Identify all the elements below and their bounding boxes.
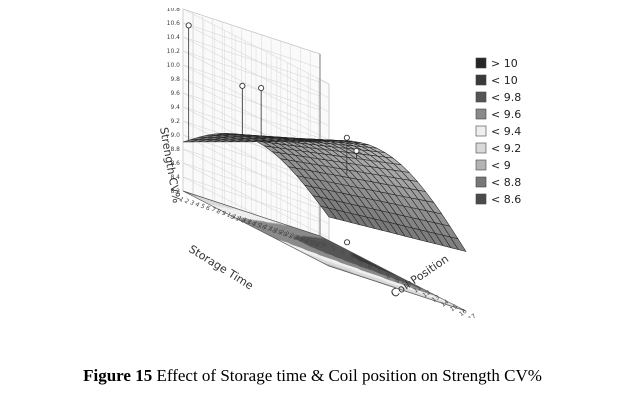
- x-tick-label: 27: [315, 241, 325, 251]
- x-tick-label: 12: [236, 215, 246, 225]
- z-tick-label: 9.8: [170, 76, 180, 83]
- axis-ticks: 10.8 10.6 10.4 10.2 10.0 9.8 9.6 9.4 9.2 9.0 8.8 8.…: [167, 8, 478, 318]
- x-tick-label: 10: [225, 211, 235, 221]
- x-tick-label: 20: [278, 229, 288, 239]
- y-tick-label: 1: [321, 240, 328, 248]
- y-tick-label: 13: [431, 294, 441, 304]
- x-tick-label: 23: [294, 234, 304, 244]
- x-tick-label: 4: [194, 201, 201, 209]
- x-tick-label: 9: [220, 210, 227, 218]
- legend-swatch: [475, 176, 487, 188]
- x-tick-label: 8: [215, 208, 222, 216]
- x-tick-label: 7: [210, 206, 217, 214]
- y-tick-label: 6: [367, 263, 374, 271]
- z-tick-label: 10.0: [167, 62, 181, 69]
- observed-point: [353, 147, 360, 154]
- y-tick-label: 14: [440, 298, 450, 308]
- legend-label: < 8.8: [491, 176, 521, 189]
- legend-swatch: [475, 108, 487, 120]
- legend-label: < 9.4: [491, 125, 521, 138]
- x-axis-label: Storage Time: [186, 243, 255, 293]
- y-tick-label: 5: [358, 258, 365, 266]
- x-tick-label: 3: [188, 199, 195, 207]
- contour-floor: [182, 190, 467, 312]
- legend-label: > 10: [491, 57, 518, 70]
- x-tick-label: 15: [252, 220, 262, 230]
- x-tick-label: 19: [273, 227, 283, 237]
- z-tick-label: 9.0: [170, 132, 180, 139]
- x-tick-label: 18: [268, 225, 278, 235]
- y-tick-label: 15: [449, 303, 459, 313]
- x-tick-label: 6: [204, 204, 211, 212]
- z-tick-label: 10.6: [167, 20, 181, 27]
- figure-caption: Figure 15 Effect of Storage time & Coil …: [0, 366, 625, 386]
- observed-point: [343, 134, 350, 141]
- y-tick-label: 4: [349, 254, 356, 262]
- x-tick-label: 22: [289, 232, 299, 242]
- y-tick-label: 2: [330, 244, 337, 252]
- y-tick-label: 10: [403, 280, 413, 290]
- surface-cell: [312, 140, 329, 142]
- x-tick-label: 1: [178, 196, 185, 204]
- x-tick-label: 21: [283, 230, 293, 240]
- z-tick-label: 8.8: [170, 146, 180, 153]
- observed-point: [239, 82, 246, 89]
- z-tick-label: 10.2: [167, 48, 181, 55]
- legend-label: < 8.6: [491, 193, 521, 206]
- caption-text: Effect of Storage time & Coil position o…: [152, 366, 542, 385]
- legend: > 10 < 10 < 9.8 < 9.6 < 9.4 < 9.2 < 9 < 8.8 < 8.…: [475, 57, 521, 206]
- y-tick-label: 8: [385, 272, 392, 280]
- legend-label: < 9.6: [491, 108, 521, 121]
- legend-swatch: [475, 74, 487, 86]
- x-tick-label: 17: [262, 223, 272, 233]
- legend-swatch: [475, 125, 487, 137]
- observed-point: [258, 84, 265, 92]
- z-tick-label: 10.8: [167, 8, 181, 13]
- x-tick-label: 26: [310, 239, 320, 249]
- legend-swatch: [475, 142, 487, 154]
- chart-figure: 10.8 10.6 10.4 10.2 10.0 9.8 9.6 9.4 9.2 9.0 8.8 8.…: [140, 8, 540, 318]
- z-tick-label: 8.4: [170, 174, 180, 181]
- x-tick-label: 25: [304, 237, 314, 247]
- x-tick-label: 5: [199, 203, 206, 211]
- y-tick-label: 7: [376, 268, 383, 276]
- y-tick-label: 17: [467, 312, 477, 318]
- observed-point: [344, 239, 351, 246]
- surface-chart: 10.8 10.6 10.4 10.2 10.0 9.8 9.6 9.4 9.2 9.0 8.8 8.…: [157, 8, 521, 318]
- response-surface: [182, 133, 467, 252]
- legend-label: < 9: [491, 159, 511, 172]
- observed-points: [185, 22, 360, 246]
- x-tick-label: 14: [246, 218, 256, 228]
- z-tick-label: 9.2: [170, 118, 180, 125]
- caption-label: Figure 15: [83, 366, 153, 385]
- y-tick-label: 16: [458, 308, 468, 318]
- legend-swatch: [475, 193, 487, 205]
- legend-swatch: [475, 91, 487, 103]
- legend-swatch: [475, 57, 487, 69]
- y-tick-label: 11: [412, 284, 422, 294]
- z-tick-label: 10.4: [167, 34, 181, 41]
- x-tick-label: 16: [257, 222, 267, 232]
- z-tick-label: 9.6: [170, 90, 180, 97]
- legend-swatch: [475, 159, 487, 171]
- x-tick-label: 2: [183, 197, 190, 205]
- y-tick-label: 9: [394, 277, 401, 285]
- z-tick-label: 8.6: [170, 160, 180, 167]
- floor-outline: [182, 190, 467, 312]
- z-tick-label: 8.2: [170, 188, 180, 195]
- legend-label: < 9.2: [491, 142, 521, 155]
- z-tick-label: 9.4: [170, 104, 180, 111]
- legend-label: < 9.8: [491, 91, 521, 104]
- x-tick-label: 13: [241, 217, 251, 227]
- x-tick-label: 24: [299, 236, 309, 246]
- y-tick-label: 3: [339, 249, 346, 257]
- legend-label: < 10: [491, 74, 518, 87]
- x-tick-label: 11: [231, 213, 241, 223]
- observed-point: [185, 22, 192, 29]
- y-tick-label: 12: [422, 289, 432, 299]
